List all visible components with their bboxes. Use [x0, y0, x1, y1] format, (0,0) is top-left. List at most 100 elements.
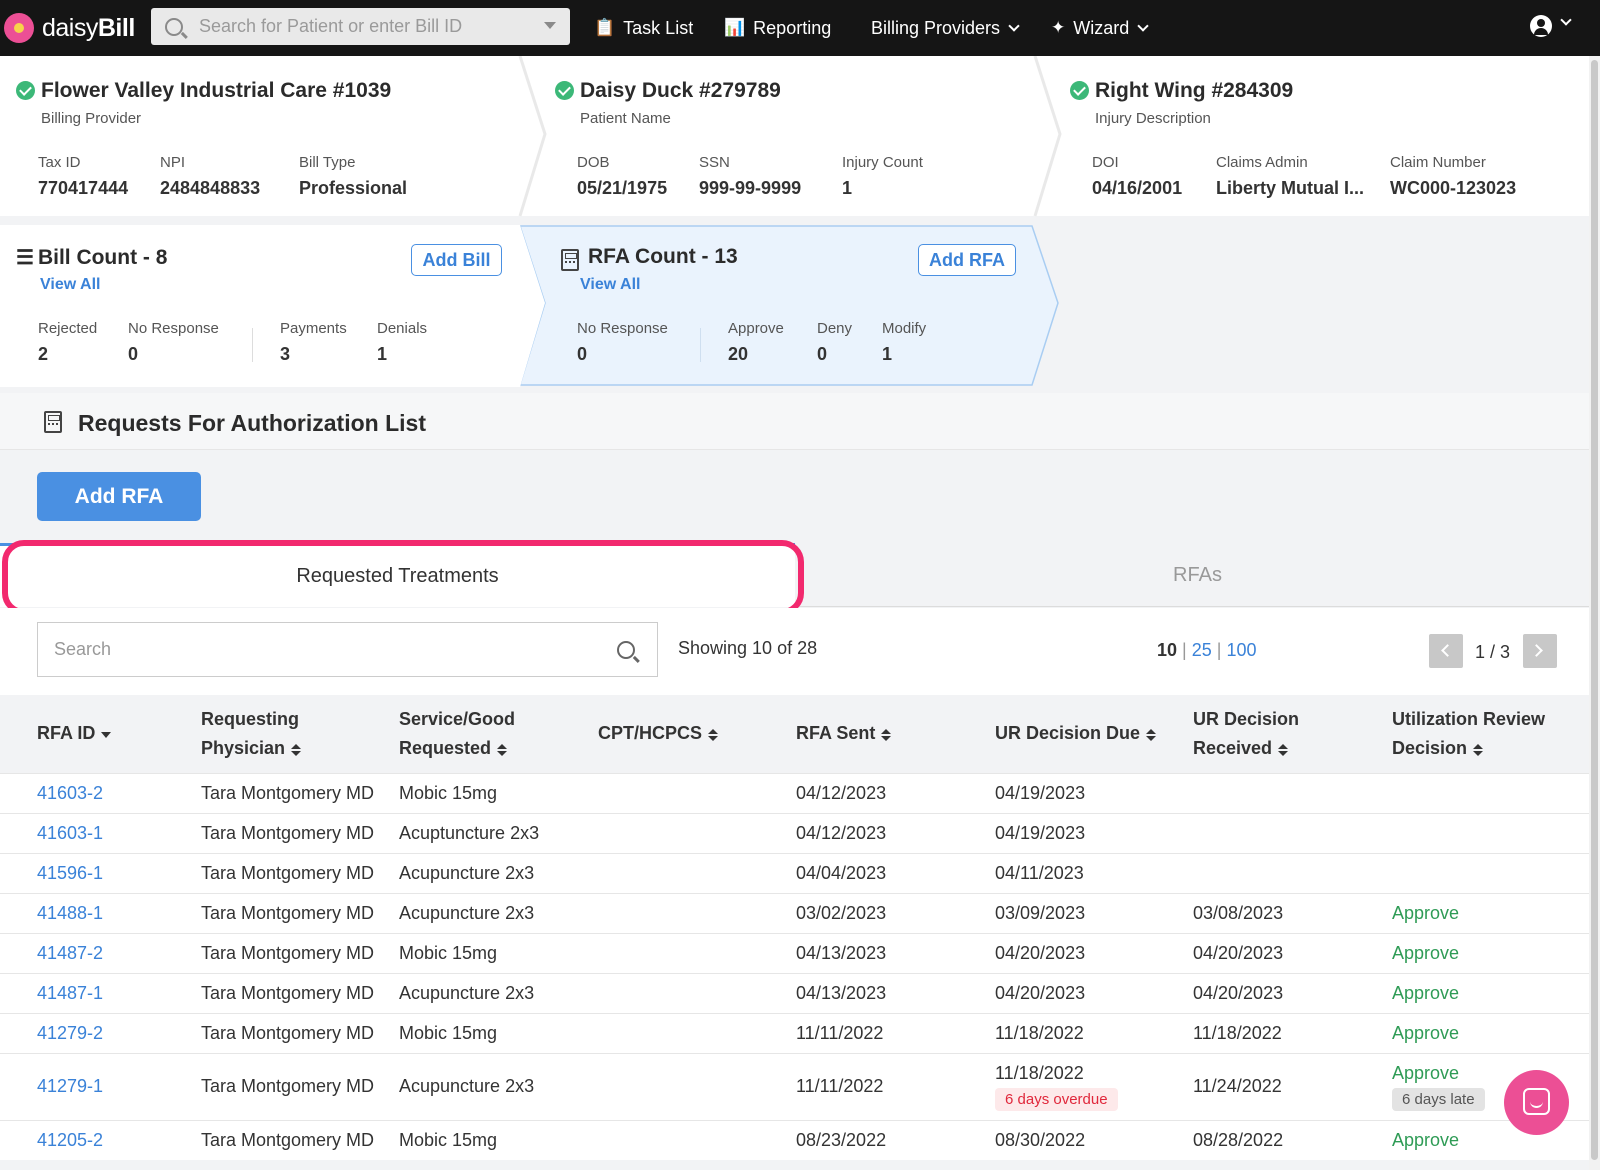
- table-row[interactable]: 41279-1 Tara Montgomery MD Acupuncture 2x3…: [0, 1052, 1600, 1120]
- nav-reporting[interactable]: 📊 Reporting: [724, 0, 831, 56]
- rfa-id-link[interactable]: 41205-2: [37, 1129, 104, 1150]
- tab-rfas[interactable]: RFAs: [1173, 563, 1222, 586]
- table-row[interactable]: 41488-1 Tara Montgomery MD Acupuncture 2x3…: [0, 892, 1600, 933]
- rfa-id-cell[interactable]: 41279-1: [37, 1052, 201, 1120]
- nav-wizard-label: Wizard: [1073, 17, 1130, 38]
- ur-received-cell: [1193, 852, 1392, 893]
- rfa-no-response-value[interactable]: 0: [577, 344, 588, 364]
- rfa-id-link[interactable]: 41603-1: [37, 822, 104, 843]
- rfa-id-link[interactable]: 41279-1: [37, 1076, 104, 1096]
- page-scrollbar[interactable]: [1589, 56, 1600, 1170]
- search-icon: [165, 17, 183, 36]
- col-service-requested[interactable]: Service/Good Requested: [399, 708, 516, 758]
- rfa-id-link[interactable]: 41487-1: [37, 982, 104, 1003]
- ur-decision-text: Approve: [1392, 1062, 1460, 1083]
- rfa-id-link[interactable]: 41596-1: [37, 862, 104, 883]
- table-row[interactable]: 41596-1 Tara Montgomery MD Acupuncture 2x3…: [0, 852, 1600, 893]
- nav-billing-providers[interactable]: Billing Providers: [871, 0, 1020, 56]
- add-bill-button[interactable]: Add Bill: [411, 244, 502, 276]
- showing-count: Showing 10 of 28: [678, 638, 818, 658]
- denials-label: Denials: [377, 320, 428, 337]
- user-account-icon[interactable]: [1530, 15, 1552, 37]
- scrollbar-thumb[interactable]: [1591, 60, 1598, 1160]
- next-page-button[interactable]: [1523, 634, 1557, 668]
- ur-received-cell: [1193, 772, 1392, 813]
- rfa-id-cell[interactable]: 41596-1: [37, 852, 201, 893]
- rfa-id-cell[interactable]: 41279-2: [37, 1012, 201, 1053]
- rfa-view-all-link[interactable]: View All: [580, 276, 641, 293]
- chevron-down-icon[interactable]: [1560, 14, 1572, 26]
- rfa-id-cell[interactable]: 41603-1: [37, 812, 201, 853]
- rfa-id-cell[interactable]: 41205-2: [37, 1119, 201, 1160]
- col-cpt-hcpcs[interactable]: CPT/HCPCS: [598, 695, 796, 773]
- rfa-id-link[interactable]: 41487-2: [37, 942, 104, 963]
- add-rfa-card-button[interactable]: Add RFA: [918, 244, 1016, 276]
- provider-title[interactable]: Flower Valley Industrial Care #1039: [16, 79, 391, 103]
- rfa-id-cell[interactable]: 41487-2: [37, 932, 201, 973]
- nav-wizard[interactable]: ✦ Wizard: [1051, 0, 1149, 56]
- chat-support-button[interactable]: [1504, 1070, 1569, 1135]
- rfa-id-cell[interactable]: 41488-1: [37, 892, 201, 933]
- modify-value[interactable]: 1: [882, 344, 893, 364]
- page-size-25[interactable]: 25: [1191, 640, 1212, 660]
- approve-value[interactable]: 20: [728, 344, 749, 364]
- table-row[interactable]: 41205-2 Tara Montgomery MD Mobic 15mg 08/23…: [0, 1119, 1600, 1160]
- service-text: Mobic 15mg: [399, 1022, 498, 1043]
- rfa-id-cell[interactable]: 41603-2: [37, 772, 201, 813]
- rfa-id-link[interactable]: 41603-2: [37, 782, 104, 803]
- ur-decision-cell: Approve: [1392, 1119, 1600, 1160]
- patient-title[interactable]: Daisy Duck #279789: [555, 79, 781, 103]
- bills-view-all-link[interactable]: View All: [40, 276, 101, 293]
- page-indicator: 1 / 3: [1475, 642, 1511, 662]
- rfa-id-link[interactable]: 41279-2: [37, 1022, 104, 1043]
- col-ur-decision-due[interactable]: UR Decision Due: [995, 695, 1193, 773]
- physician-text: Tara Montgomery MD: [201, 1129, 375, 1150]
- prev-page-button[interactable]: [1429, 634, 1463, 668]
- table-row[interactable]: 41487-1 Tara Montgomery MD Acupuncture 2x3…: [0, 972, 1600, 1013]
- col-rfa-id[interactable]: RFA ID: [37, 695, 201, 773]
- sort-icon: [1278, 743, 1289, 756]
- cpt-cell: [598, 1012, 796, 1053]
- table-row[interactable]: 41603-1 Tara Montgomery MD Acuptuncture 2x…: [0, 812, 1600, 853]
- sort-icon: [708, 729, 719, 742]
- physician-text: Tara Montgomery MD: [201, 782, 375, 803]
- deny-value[interactable]: 0: [817, 344, 828, 364]
- denials-value[interactable]: 1: [377, 344, 388, 364]
- add-rfa-button[interactable]: Add RFA: [37, 472, 201, 521]
- payments-value[interactable]: 3: [280, 344, 291, 364]
- table-row[interactable]: 41603-2 Tara Montgomery MD Mobic 15mg 04/12…: [0, 772, 1600, 813]
- rfa-id-cell[interactable]: 41487-1: [37, 972, 201, 1013]
- rfa-sent-text: 04/12/2023: [796, 782, 887, 803]
- page-size-10[interactable]: 10: [1157, 640, 1178, 660]
- col-rfa-sent[interactable]: RFA Sent: [796, 695, 995, 773]
- service-cell: Acupuncture 2x3: [399, 892, 598, 933]
- table-header-row: RFA ID Requesting Physician Service/Good R…: [0, 695, 1600, 773]
- physician-cell: Tara Montgomery MD: [201, 1052, 399, 1120]
- ur-due-text: 11/18/2022: [995, 1062, 1084, 1083]
- rejected-value[interactable]: 2: [38, 344, 49, 364]
- global-search-input[interactable]: Search for Patient or enter Bill ID: [151, 8, 570, 45]
- daisybill-logo[interactable]: daisyBill: [4, 10, 135, 46]
- page-size-100[interactable]: 100: [1226, 640, 1257, 660]
- physician-text: Tara Montgomery MD: [201, 822, 375, 843]
- rfa-id-link[interactable]: 41488-1: [37, 902, 104, 923]
- service-cell: Mobic 15mg: [399, 932, 598, 973]
- nav-task-list[interactable]: 📋 Task List: [594, 0, 693, 56]
- table-search-input[interactable]: Search: [37, 622, 658, 677]
- injury-title[interactable]: Right Wing #284309: [1070, 79, 1293, 103]
- search-icon[interactable]: [617, 641, 635, 659]
- rfa-count-title: RFA Count - 13: [588, 245, 738, 268]
- table-row[interactable]: 41487-2 Tara Montgomery MD Mobic 15mg 04/13…: [0, 932, 1600, 973]
- caret-down-icon[interactable]: [544, 22, 556, 29]
- col-ur-decision-received[interactable]: UR Decision Received: [1193, 708, 1300, 758]
- claim-number-label: Claim Number: [1390, 154, 1486, 171]
- col-requesting-physician[interactable]: Requesting Physician: [201, 695, 399, 773]
- patient-subtitle: Patient Name: [580, 110, 671, 127]
- bill-no-response-value[interactable]: 0: [128, 344, 139, 364]
- cpt-cell: [598, 772, 796, 813]
- col-utilization-review-decision[interactable]: Utilization Review Decision: [1392, 708, 1546, 758]
- rfa-sent-cell: 11/11/2022: [796, 1052, 995, 1120]
- table-row[interactable]: 41279-2 Tara Montgomery MD Mobic 15mg 11/11…: [0, 1012, 1600, 1053]
- ur-decision-cell: [1392, 852, 1600, 893]
- ur-received-text: 04/20/2023: [1193, 982, 1284, 1003]
